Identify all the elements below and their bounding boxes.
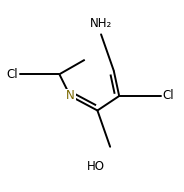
Text: Cl: Cl: [162, 89, 174, 103]
Text: Cl: Cl: [6, 68, 18, 81]
Text: HO: HO: [87, 160, 105, 173]
Text: N: N: [66, 89, 75, 103]
Text: NH₂: NH₂: [90, 17, 112, 30]
